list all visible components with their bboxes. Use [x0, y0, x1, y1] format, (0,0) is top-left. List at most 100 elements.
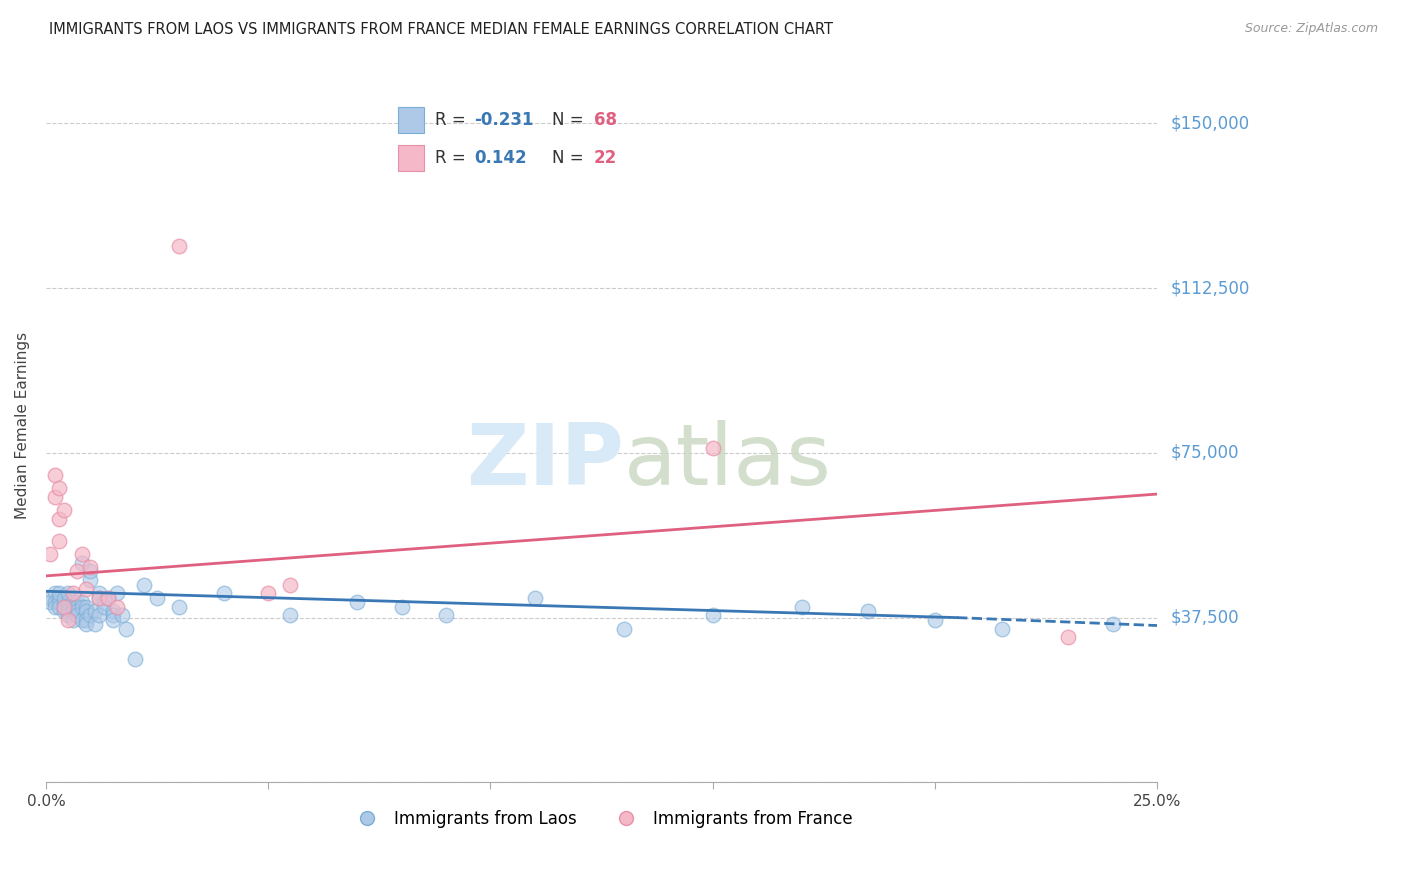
Point: [169, 599, 191, 614]
Point: [75, 604, 97, 618]
Point: [52, 503, 75, 517]
Point: [44, 490, 66, 504]
Point: [58, 599, 80, 614]
Point: [58, 604, 80, 618]
Point: [391, 599, 413, 614]
Point: [89, 608, 111, 623]
Point: [62, 586, 84, 600]
Point: [58, 613, 80, 627]
Point: [89, 586, 111, 600]
Point: [66, 604, 89, 618]
Point: [75, 617, 97, 632]
Point: [52, 595, 75, 609]
Point: [212, 586, 235, 600]
Point: [44, 467, 66, 482]
Point: [48, 586, 70, 600]
Point: [39, 595, 62, 609]
Point: [105, 599, 128, 614]
Point: [75, 582, 97, 596]
Point: [62, 595, 84, 609]
Point: [70, 595, 93, 609]
Point: [52, 591, 75, 605]
Point: [702, 608, 724, 623]
Point: [110, 608, 132, 623]
Text: Source: ZipAtlas.com: Source: ZipAtlas.com: [1244, 22, 1378, 36]
Point: [858, 604, 880, 618]
Point: [48, 481, 70, 495]
Text: IMMIGRANTS FROM LAOS VS IMMIGRANTS FROM FRANCE MEDIAN FEMALE EARNINGS CORRELATIO: IMMIGRANTS FROM LAOS VS IMMIGRANTS FROM …: [49, 22, 834, 37]
Point: [58, 595, 80, 609]
Point: [89, 591, 111, 605]
Point: [79, 560, 101, 574]
Point: [44, 586, 66, 600]
Point: [83, 617, 105, 632]
Point: [70, 599, 93, 614]
Point: [613, 622, 636, 636]
Point: [83, 604, 105, 618]
Point: [66, 599, 89, 614]
Point: [48, 591, 70, 605]
Point: [48, 595, 70, 609]
Point: [280, 608, 302, 623]
Y-axis label: Median Female Earnings: Median Female Earnings: [15, 332, 30, 519]
Point: [48, 533, 70, 548]
Point: [52, 599, 75, 614]
Point: [70, 556, 93, 570]
Text: $37,500: $37,500: [1171, 608, 1240, 626]
Text: $150,000: $150,000: [1171, 114, 1250, 132]
Point: [790, 599, 813, 614]
Point: [52, 599, 75, 614]
Point: [101, 608, 124, 623]
Point: [39, 547, 62, 561]
Point: [257, 586, 280, 600]
Point: [62, 613, 84, 627]
Point: [101, 604, 124, 618]
Point: [924, 613, 946, 627]
Point: [146, 591, 169, 605]
Point: [97, 591, 120, 605]
Point: [97, 591, 120, 605]
Point: [70, 547, 93, 561]
Point: [48, 599, 70, 614]
Point: [39, 591, 62, 605]
Text: $75,000: $75,000: [1171, 444, 1240, 462]
Point: [990, 622, 1012, 636]
Point: [124, 652, 146, 666]
Point: [132, 577, 155, 591]
Point: [434, 608, 457, 623]
Point: [66, 608, 89, 623]
Legend: Immigrants from Laos, Immigrants from France: Immigrants from Laos, Immigrants from Fr…: [343, 804, 859, 835]
Point: [75, 599, 97, 614]
Point: [79, 565, 101, 579]
Text: $112,500: $112,500: [1171, 279, 1250, 297]
Point: [79, 574, 101, 588]
Point: [346, 595, 368, 609]
Point: [75, 613, 97, 627]
Point: [62, 599, 84, 614]
Point: [58, 608, 80, 623]
Point: [44, 599, 66, 614]
Point: [1101, 617, 1123, 632]
Point: [66, 565, 89, 579]
Point: [115, 622, 138, 636]
Point: [169, 239, 191, 253]
Point: [79, 608, 101, 623]
Point: [101, 613, 124, 627]
Point: [105, 586, 128, 600]
Point: [93, 595, 115, 609]
Point: [280, 577, 302, 591]
Text: ZIP: ZIP: [465, 419, 624, 502]
Point: [523, 591, 546, 605]
Point: [58, 586, 80, 600]
Point: [1057, 631, 1080, 645]
Point: [93, 599, 115, 614]
Text: atlas: atlas: [624, 419, 832, 502]
Point: [70, 613, 93, 627]
Point: [48, 512, 70, 526]
Point: [52, 604, 75, 618]
Point: [62, 604, 84, 618]
Point: [66, 595, 89, 609]
Point: [702, 442, 724, 456]
Point: [44, 595, 66, 609]
Point: [89, 591, 111, 605]
